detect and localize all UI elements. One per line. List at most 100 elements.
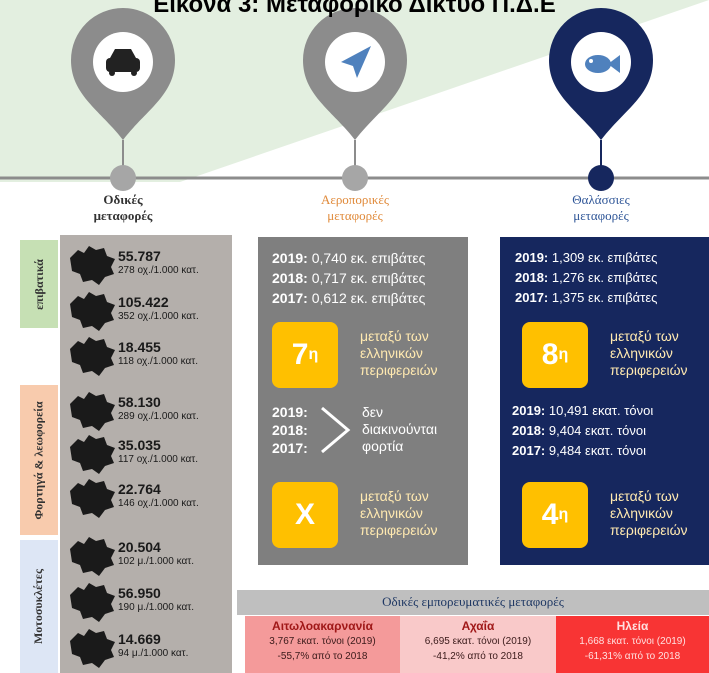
region-map: [70, 392, 115, 431]
row-rate: 352 οχ./1.000 κατ.: [118, 311, 199, 322]
region-change: -61,31% από το 2018: [584, 651, 681, 662]
text: 2018:: [512, 423, 546, 438]
row-value: 56.950: [118, 585, 161, 601]
row-value: 58.130: [118, 394, 161, 410]
stat-line: 2019: 1,309 εκ. επιβάτες: [515, 250, 657, 265]
region-box: [400, 616, 556, 673]
row-rate: 146 οχ./1.000 κατ.: [118, 498, 199, 509]
region-name: Ηλεία: [616, 619, 649, 633]
side-label: επιβατικά: [20, 240, 58, 328]
freight-band: [237, 590, 709, 615]
region-map: [70, 583, 115, 622]
region-box: [556, 616, 709, 673]
region-value: 3,767 εκατ. τόνοι (2019): [269, 636, 376, 647]
car-pin: [71, 8, 175, 191]
text: 8: [541, 338, 559, 371]
text: η: [558, 346, 569, 363]
region-map: [70, 537, 115, 576]
row-value: 105.422: [118, 294, 169, 310]
stat-line: 2018: 9,404 εκατ. τόνοι: [512, 423, 646, 438]
mode-label: Αεροπορικές μεταφορές: [320, 192, 390, 223]
side-band: [20, 385, 58, 535]
row-value: 20.504: [118, 539, 161, 555]
text: 2018:: [272, 270, 308, 286]
text: 1,375 εκ. επιβάτες: [551, 290, 658, 305]
side-band: [20, 540, 58, 673]
text: 9,404 εκατ. τόνοι: [548, 423, 647, 438]
chevron: [321, 406, 351, 454]
region-map: [70, 337, 115, 376]
row-rate: 117 οχ./1.000 κατ.: [118, 454, 199, 465]
stat-line: 2018: 1,276 εκ. επιβάτες: [515, 270, 657, 285]
row-value: 18.455: [118, 339, 161, 355]
mode-label: Οδικές μεταφορές: [93, 192, 153, 223]
row-rate: 278 οχ./1.000 κατ.: [118, 265, 199, 276]
rank-text: μεταξύ των ελληνικών περιφερειών: [360, 488, 438, 538]
text: 4: [541, 498, 559, 531]
side-label-text: Μοτοσυκλέτες: [31, 568, 46, 645]
region-map: [70, 292, 115, 331]
text: η: [308, 346, 319, 363]
text: 2019:: [515, 250, 549, 265]
row-rate: 118 οχ./1.000 κατ.: [118, 356, 199, 367]
year: 2017:: [272, 440, 308, 456]
side-label: Φορτηγά & λεωφορεία: [20, 385, 58, 535]
row-rate: 190 μ./1.000 κατ.: [118, 602, 194, 613]
side-label: Μοτοσυκλέτες: [20, 540, 58, 673]
text: η: [558, 506, 569, 523]
text: 2019:: [272, 250, 308, 266]
text: 2019:: [512, 403, 546, 418]
row-value: 55.787: [118, 248, 161, 264]
region-change: -41,2% από το 2018: [433, 651, 523, 662]
region-name: Αιτωλοακαρνανία: [272, 619, 373, 633]
stat-line: 2019: 0,740 εκ. επιβάτες: [272, 250, 425, 266]
region-change: -55,7% από το 2018: [277, 651, 368, 662]
text: 2018:: [515, 270, 549, 285]
stat-line: 2018: 0,717 εκ. επιβάτες: [272, 270, 425, 286]
freight-text: δεν διακινούνται φορτία: [362, 404, 438, 454]
rank-text: μεταξύ των ελληνικών περιφερειών: [360, 328, 438, 378]
stat-line: 2017: 9,484 εκατ. τόνοι: [512, 443, 646, 458]
stat-line: 2017: 0,612 εκ. επιβάτες: [272, 290, 425, 306]
text: 0,717 εκ. επιβάτες: [311, 270, 426, 286]
row-value: 22.764: [118, 481, 161, 497]
text: 0,612 εκ. επιβάτες: [311, 290, 426, 306]
fish-pin: [549, 8, 653, 191]
text: 0,740 εκ. επιβάτες: [311, 250, 426, 266]
region-map: [70, 246, 115, 285]
text: 1,309 εκ. επιβάτες: [551, 250, 658, 265]
text: 2017:: [512, 443, 546, 458]
stat-line: 2019: 10,491 εκατ. τόνοι: [512, 403, 653, 418]
text: 7: [291, 338, 309, 371]
region-map: [70, 435, 115, 474]
rank-text: μεταξύ των ελληνικών περιφερειών: [610, 488, 688, 538]
text: X: [294, 498, 315, 531]
mode-label: Θαλάσσιες μεταφορές: [572, 192, 630, 223]
side-band: [20, 240, 58, 328]
rank-text: μεταξύ των ελληνικών περιφερειών: [610, 328, 688, 378]
rank-badge: X: [272, 482, 338, 548]
side-label-text: επιβατικά: [31, 258, 46, 310]
title: Εικόνα 3: Μεταφορικό Δίκτυο Π.Δ.Ε: [153, 0, 556, 18]
region-map: [70, 629, 115, 668]
text: 1,276 εκ. επιβάτες: [551, 270, 658, 285]
region-value: 6,695 εκατ. τόνοι (2019): [424, 636, 532, 647]
row-value: 14.669: [118, 631, 161, 647]
row-rate: 102 μ./1.000 κατ.: [118, 556, 194, 567]
plane-pin: [303, 8, 407, 191]
row-rate: 94 μ./1.000 κατ.: [118, 648, 189, 659]
row-value: 35.035: [118, 437, 161, 453]
text: 9,484 εκατ. τόνοι: [548, 443, 647, 458]
text: 10,491 εκατ. τόνοι: [548, 403, 654, 418]
year: 2019:: [272, 404, 308, 420]
text: 2017:: [515, 290, 549, 305]
region-name: Αχαΐα: [461, 619, 495, 633]
region-value: 1,668 εκατ. τόνοι (2019): [579, 636, 686, 647]
region-map: [70, 479, 115, 518]
freight-title: Οδικές εμπορευματικές μεταφορές: [382, 594, 564, 609]
